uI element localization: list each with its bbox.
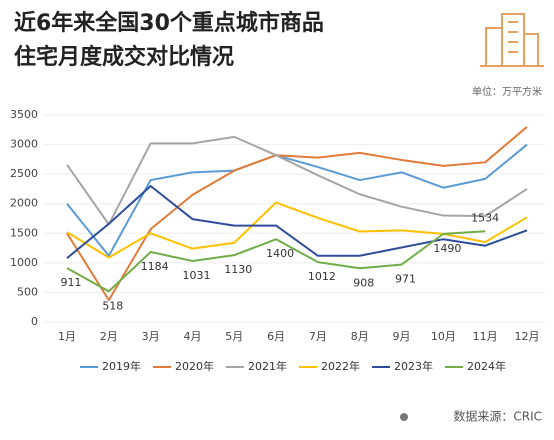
legend-label: 2020年: [175, 359, 214, 373]
y-tick-label: 3000: [10, 138, 38, 151]
series-line: [66, 201, 528, 259]
legend-label: 2019年: [102, 359, 141, 373]
chart-title: 住宅月度成交对比情况: [14, 44, 234, 70]
legend-label: 2023年: [394, 359, 433, 373]
x-tick-label: 1月: [58, 330, 76, 343]
x-tick-label: 7月: [309, 330, 327, 343]
data-label: 971: [395, 273, 416, 286]
y-tick-label: 500: [17, 285, 38, 298]
legend-label: 2022年: [321, 359, 360, 373]
legend-label: 2021年: [248, 359, 287, 373]
data-label: 1490: [433, 242, 461, 255]
x-tick-label: 3月: [142, 330, 160, 343]
x-tick-label: 8月: [351, 330, 369, 343]
buildings-icon: [480, 13, 544, 67]
x-tick-label: 10月: [431, 330, 456, 343]
source: 数据来源：CRIC: [453, 409, 542, 424]
y-tick-label: 2000: [10, 197, 38, 210]
series-line: [66, 184, 528, 259]
source-dot: [400, 413, 408, 421]
x-tick-label: 6月: [267, 330, 285, 343]
x-tick-label: 9月: [393, 330, 411, 343]
data-label: 908: [353, 276, 374, 289]
x-tick-label: 5月: [225, 330, 243, 343]
y-tick-label: 0: [31, 315, 38, 328]
x-tick-label: 2月: [100, 330, 118, 343]
data-label: 1534: [471, 211, 499, 224]
unit-label: 单位：万平方米: [472, 85, 542, 98]
y-tick-label: 1000: [10, 256, 38, 269]
y-tick-label: 3500: [10, 108, 38, 121]
series-line: [66, 135, 528, 226]
data-label: 1012: [308, 270, 336, 283]
data-label: 911: [61, 276, 82, 289]
data-label: 1400: [266, 247, 294, 260]
data-label: 1184: [141, 260, 169, 273]
y-tick-label: 2500: [10, 167, 38, 180]
x-tick-label: 4月: [183, 330, 201, 343]
series-line: [66, 126, 528, 302]
data-label: 1130: [224, 263, 252, 276]
x-tick-label: 11月: [473, 330, 498, 343]
y-tick-label: 1500: [10, 226, 38, 239]
data-label: 518: [102, 299, 123, 312]
legend-label: 2024年: [467, 359, 506, 373]
chart-title: 近6年来全国30个重点城市商品: [14, 10, 324, 36]
x-tick-label: 12月: [515, 330, 540, 343]
data-label: 1031: [182, 269, 210, 282]
series-line: [66, 230, 486, 293]
